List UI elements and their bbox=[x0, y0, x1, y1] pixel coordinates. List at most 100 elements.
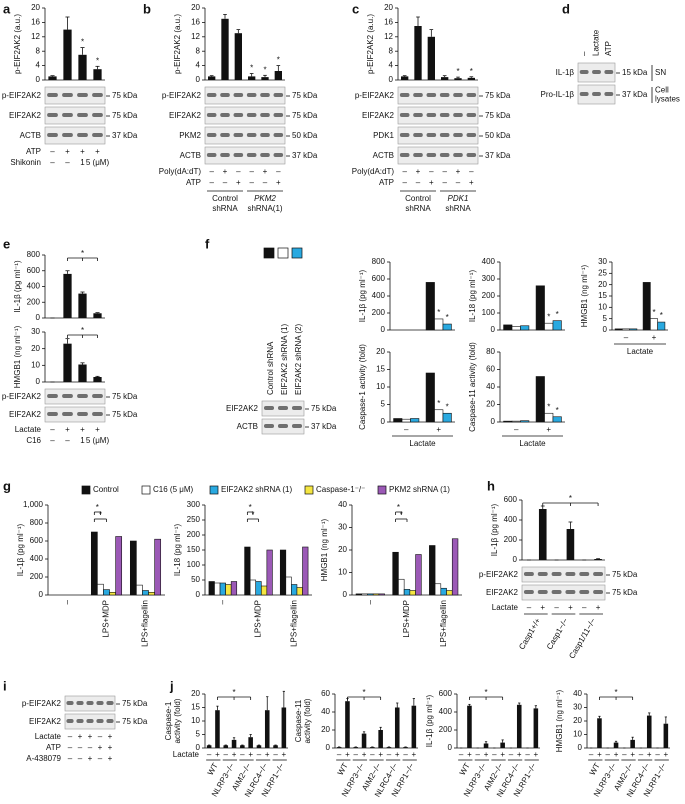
legend-swatch bbox=[81, 485, 91, 495]
condition-value: + bbox=[232, 750, 237, 759]
blot-band bbox=[523, 590, 534, 594]
blot-strip bbox=[44, 106, 106, 125]
panel-letter: e bbox=[3, 236, 10, 251]
blot-band bbox=[439, 153, 450, 157]
y-tick-label: 80 bbox=[486, 347, 495, 356]
significance: * bbox=[263, 65, 266, 74]
y-tick-label: 300 bbox=[187, 500, 201, 509]
bar bbox=[597, 718, 602, 748]
bar bbox=[520, 325, 530, 331]
x-tick-label: LPS+flagellin bbox=[141, 600, 150, 647]
group-label: shRNA bbox=[212, 204, 238, 213]
bar bbox=[415, 554, 422, 596]
significance: * bbox=[569, 494, 572, 503]
bar bbox=[234, 33, 242, 80]
y-axis-label: IL-1β (pg ml⁻¹) bbox=[490, 503, 499, 556]
bar bbox=[273, 745, 278, 748]
y-tick-label: 0 bbox=[389, 75, 394, 84]
blot-band bbox=[76, 719, 84, 723]
bar bbox=[544, 322, 554, 331]
condition-value: + bbox=[263, 167, 268, 176]
bar bbox=[355, 593, 363, 596]
condition-value: + bbox=[456, 167, 461, 176]
lane-label: Lactate bbox=[592, 29, 601, 56]
bar bbox=[248, 737, 253, 748]
bar bbox=[386, 747, 392, 748]
bar bbox=[614, 328, 623, 331]
y-tick-label: 40 bbox=[321, 707, 330, 716]
bar bbox=[260, 585, 268, 596]
y-tick-label: 100 bbox=[187, 560, 201, 569]
bar bbox=[93, 69, 102, 80]
blot-strip bbox=[44, 126, 106, 145]
y-tick-label: 12 bbox=[384, 32, 393, 41]
condition-value: + bbox=[248, 750, 253, 759]
condition-value: – bbox=[459, 750, 464, 759]
blot-strip bbox=[44, 86, 106, 105]
blot-label: PKM2 bbox=[179, 131, 201, 140]
blot-band bbox=[246, 153, 257, 157]
genotype-label: Casp1+/+ bbox=[517, 616, 542, 651]
y-tick-label: 800 bbox=[30, 518, 44, 527]
blot-label: EIF2AK2 bbox=[362, 111, 395, 120]
size-label: 37 kDa bbox=[311, 422, 337, 431]
blot-band bbox=[47, 93, 58, 97]
condition-value: – bbox=[442, 167, 447, 176]
condition-value: – bbox=[249, 178, 254, 187]
significance: * bbox=[556, 310, 559, 319]
panel-letter: b bbox=[143, 1, 151, 16]
y-tick-label: 8 bbox=[196, 46, 201, 55]
y-tick-label: 800 bbox=[372, 257, 386, 266]
condition-value: + bbox=[517, 750, 522, 759]
blot-band bbox=[399, 93, 410, 97]
condition-value: – bbox=[98, 754, 103, 763]
blot-band bbox=[537, 590, 548, 594]
y-tick-label: 15 bbox=[376, 365, 385, 374]
y-tick-label: 200 bbox=[30, 572, 44, 581]
side-label: SN bbox=[655, 68, 666, 77]
bar bbox=[281, 707, 287, 748]
condition-value: – bbox=[50, 425, 55, 434]
significance: * bbox=[81, 38, 84, 47]
genotype-label: WT bbox=[588, 761, 602, 776]
size-label: 75 kDa bbox=[292, 91, 318, 100]
blot-band bbox=[592, 70, 601, 74]
bar bbox=[394, 707, 400, 748]
condition-value: – bbox=[442, 178, 447, 187]
panel-letter: d bbox=[562, 1, 570, 16]
blot-strip bbox=[397, 106, 479, 125]
blot-band bbox=[273, 153, 284, 157]
blot-band bbox=[92, 93, 103, 97]
condition-value: + bbox=[429, 178, 434, 187]
y-tick-label: 0 bbox=[36, 377, 41, 386]
y-tick-label: 25 bbox=[598, 268, 607, 277]
bar bbox=[646, 715, 652, 748]
blot-band bbox=[233, 133, 244, 137]
bar bbox=[442, 412, 452, 423]
y-axis-label: p-EIF2AK2 (a.u.) bbox=[366, 14, 375, 74]
legend-label: C16 (5 μM) bbox=[153, 485, 194, 494]
significance: * bbox=[397, 503, 400, 512]
condition-value: + bbox=[282, 750, 287, 759]
bar bbox=[657, 321, 666, 331]
blot-band bbox=[579, 92, 589, 96]
size-label: 75 kDa bbox=[485, 111, 511, 120]
y-tick-label: 400 bbox=[27, 282, 41, 291]
condition-value: – bbox=[655, 750, 660, 759]
size-label: 75 kDa bbox=[311, 404, 337, 413]
condition-value: – bbox=[527, 603, 532, 612]
bar bbox=[264, 710, 270, 748]
blot-label: EIF2AK2 bbox=[29, 717, 62, 726]
bar bbox=[552, 416, 562, 423]
bar bbox=[274, 71, 282, 80]
condition-value: – bbox=[65, 158, 70, 167]
blot-band bbox=[92, 133, 103, 137]
condition-label: A-438079 bbox=[26, 754, 61, 763]
significance: * bbox=[484, 688, 487, 697]
blot-strip bbox=[204, 126, 286, 145]
blot-band bbox=[523, 572, 534, 576]
y-tick-label: 200 bbox=[504, 535, 518, 544]
condition-value: – bbox=[639, 750, 644, 759]
blot-band bbox=[466, 93, 477, 97]
x-tick-label: – bbox=[218, 599, 227, 604]
